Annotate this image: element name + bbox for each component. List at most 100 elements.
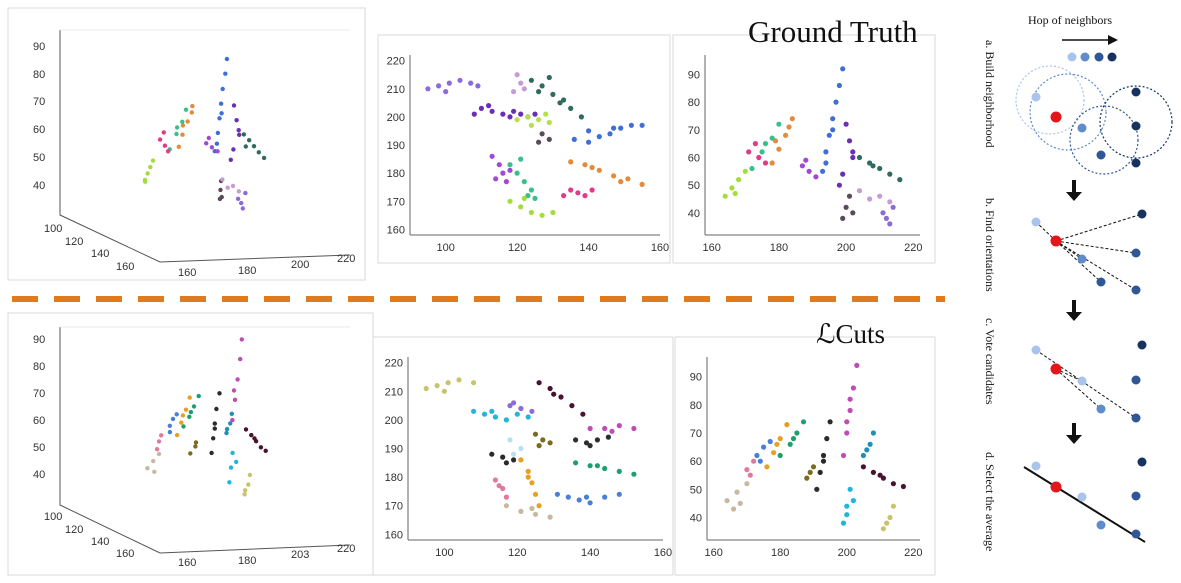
ground-truth-title: Ground Truth [748,14,918,49]
data-point [525,193,531,199]
gt-3d-xtick: 160 [178,267,196,279]
data-point [188,451,193,456]
gt-3d-ztick: 70 [33,96,45,108]
data-point [820,458,827,464]
data-point [235,377,240,382]
y-tick-label: 80 [688,97,700,109]
data-point [607,131,613,137]
data-point [228,465,234,470]
data-point [582,162,588,168]
data-point [217,116,222,121]
data-point [525,414,531,420]
data-point [860,464,867,470]
data-point [547,514,553,520]
data-point [189,110,194,115]
data-point [776,121,782,127]
data-point [185,119,190,124]
data-point [228,157,233,162]
data-point [744,467,750,473]
data-point [224,56,230,62]
data-point [550,91,556,97]
data-point [180,413,186,418]
step-d-diagram [1023,457,1147,543]
data-point [446,80,452,86]
data-point [150,158,156,163]
data-point [752,141,759,147]
data-point [583,440,590,446]
x-tick-label: 160 [654,547,672,559]
data-point [478,105,484,111]
lcuts-3d-ytick: 120 [65,524,83,536]
data-point [532,511,539,517]
data-point [611,125,617,131]
lcuts-3d-ztick: 80 [33,361,45,373]
data-point [190,103,195,109]
data-point [813,174,819,180]
data-point [840,520,847,526]
data-point [729,185,735,191]
data-point [762,160,769,166]
data-point [152,469,157,474]
lcuts-xy-plot: 100 120 140 160 160 170 180 190 200 210 220 [385,357,672,559]
lcuts-3d-ytick: 100 [44,511,62,523]
node [1131,248,1141,258]
data-point [877,472,883,478]
data-point [206,135,211,141]
data-point [489,451,495,457]
y-tick-label: 190 [385,444,403,456]
data-point [870,163,876,169]
data-point [471,111,477,117]
data-point [554,491,561,497]
lcuts-3d-frame [7,312,374,576]
y-tick-label: 80 [690,400,702,412]
node [1096,404,1106,414]
data-point [596,134,602,140]
data-point [759,149,765,155]
data-point [434,383,440,389]
data-point [230,183,236,189]
data-point [176,144,181,149]
lcuts-3d-points [145,337,268,497]
data-point [191,404,197,409]
data-point [179,420,184,425]
y-tick-label: 190 [387,140,405,152]
lcuts-3d-xtick: 220 [337,543,355,555]
y-tick-label: 170 [387,196,405,208]
data-point [897,177,903,183]
data-point [836,182,843,188]
data-point [847,407,853,414]
data-point [156,439,162,444]
lcuts-xz-panel: 160 180 200 220 40 50 60 70 80 90 [674,336,936,576]
y-tick-label: 220 [385,358,403,370]
data-point [227,480,232,485]
step-a-label: a. Build neighborhood [983,40,997,148]
x-tick-label: 140 [579,242,597,254]
data-point [193,440,199,445]
data-point [489,153,495,159]
data-point [732,190,738,197]
data-point [799,163,806,169]
y-tick-label: 180 [387,168,405,180]
down-arrow-icon [1072,180,1076,194]
data-point [237,132,242,137]
data-point [546,74,552,81]
y-tick-label: 170 [385,501,403,513]
data-point [238,356,243,362]
data-point [223,71,228,76]
data-point [847,396,853,402]
data-point [576,497,582,503]
gt-3d-ytick: 140 [91,248,109,260]
center-node [1050,111,1062,123]
data-point [536,117,542,123]
data-point [820,452,827,459]
data-point [241,132,247,137]
data-point [162,143,168,148]
lcuts-xz-plot: 160 180 200 220 40 50 60 70 80 90 [690,357,923,559]
data-point [518,445,524,452]
data-point [877,165,883,172]
data-point [481,411,488,417]
data-point [568,187,574,193]
data-point [183,107,189,112]
data-point [236,189,241,194]
data-point [528,209,535,216]
